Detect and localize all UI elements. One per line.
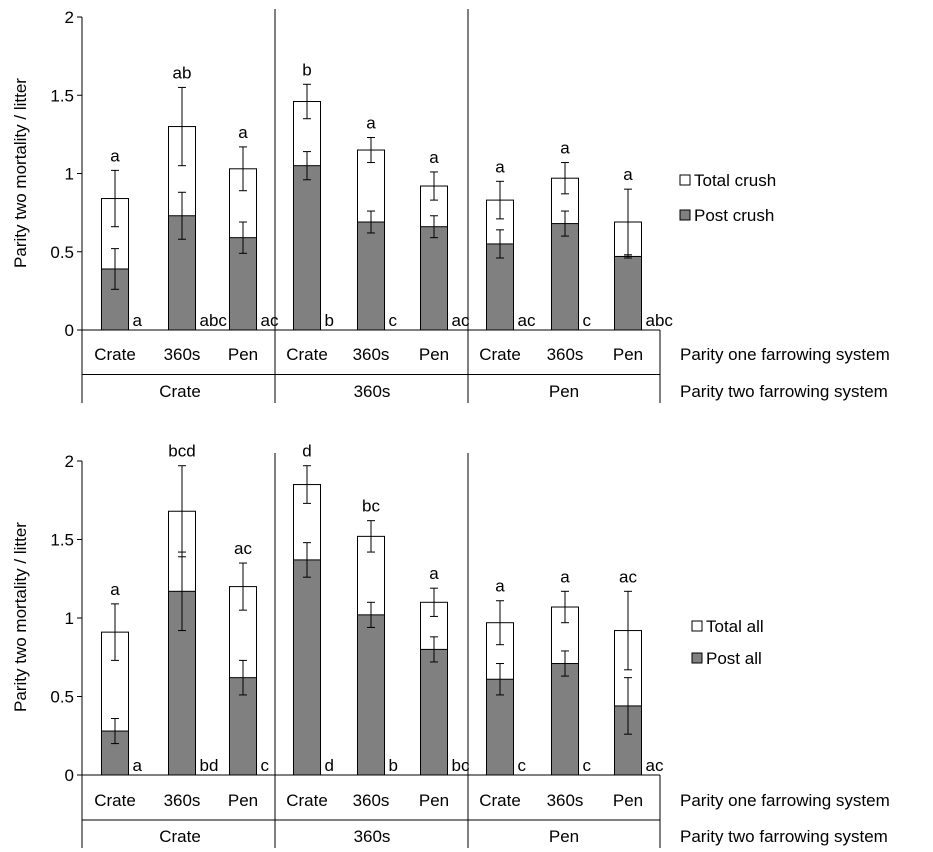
x-group-label: 360s: [354, 827, 391, 846]
significance-letter-total: ac: [234, 539, 252, 558]
x-category-label: 360s: [547, 345, 584, 364]
significance-letter-total: a: [623, 165, 633, 184]
significance-letter-total: a: [560, 139, 570, 158]
significance-letter-post: c: [389, 311, 398, 330]
y-tick-label: 0.5: [50, 688, 74, 707]
significance-letter-total: ac: [619, 567, 637, 586]
bar-post-all: [551, 663, 579, 776]
significance-letter-total: a: [238, 123, 248, 142]
x-category-label: Crate: [94, 345, 136, 364]
category-axis-title: Parity one farrowing system: [680, 791, 890, 810]
significance-letter-post: a: [133, 311, 143, 330]
significance-letter-total: a: [366, 114, 376, 133]
significance-letter-post: a: [133, 756, 143, 775]
significance-letter-total: ab: [173, 63, 192, 82]
x-category-label: 360s: [164, 345, 201, 364]
chart-1: 0 0.5 1 1.5 2 Parity two mortality / litter a a…: [11, 8, 890, 403]
significance-letter-total: bc: [362, 497, 380, 516]
significance-letter-post: c: [518, 756, 527, 775]
significance-letter-post: ac: [261, 311, 279, 330]
legend-label: Post crush: [694, 206, 774, 225]
group-axis-title: Parity two farrowing system: [680, 827, 888, 846]
significance-letter-post: ac: [646, 756, 664, 775]
y-tick-label: 0: [65, 766, 74, 785]
significance-letter-post: abc: [200, 311, 228, 330]
significance-letter-total: a: [429, 148, 439, 167]
x-category-label: Crate: [479, 791, 521, 810]
x-category-label: 360s: [547, 791, 584, 810]
chart-2: 0 0.5 1 1.5 2 Parity two mortality / litter a a…: [11, 442, 890, 848]
bar-post-crush: [486, 243, 514, 331]
y-tick-label: 1.5: [50, 531, 74, 550]
significance-letter-post: ac: [452, 311, 470, 330]
x-group-label: Crate: [159, 827, 201, 846]
significance-letter-total: a: [110, 580, 120, 599]
x-group-label: 360s: [354, 382, 391, 401]
legend-swatch: [679, 209, 691, 221]
y-tick-label: 2: [65, 8, 74, 27]
significance-letter-post: c: [583, 756, 592, 775]
x-group-label: Pen: [549, 382, 579, 401]
category-axis-title: Parity one farrowing system: [680, 345, 890, 364]
x-category-label: 360s: [164, 791, 201, 810]
significance-letter-post: b: [325, 311, 334, 330]
y-tick-label: 1: [65, 609, 74, 628]
x-category-label: Pen: [419, 791, 449, 810]
x-category-label: Pen: [419, 345, 449, 364]
legend-swatch: [691, 652, 703, 664]
x-category-label: Pen: [613, 791, 643, 810]
significance-letter-total: bcd: [168, 442, 195, 461]
significance-letter-total: a: [495, 577, 505, 596]
legend-label: Total all: [706, 617, 764, 636]
significance-letter-post: ac: [518, 311, 536, 330]
legend-swatch: [691, 620, 703, 632]
y-tick-label: 2: [65, 452, 74, 471]
bar-post-crush: [551, 223, 579, 331]
y-axis-title: Parity two mortality / litter: [11, 78, 30, 268]
bar-post-crush: [614, 255, 642, 331]
group-axis-title: Parity two farrowing system: [680, 382, 888, 401]
significance-letter-post: d: [325, 756, 334, 775]
x-category-label: Crate: [286, 791, 328, 810]
significance-letter-total: a: [429, 564, 439, 583]
significance-letter-post: c: [583, 311, 592, 330]
x-category-label: Crate: [286, 345, 328, 364]
significance-letter-post: bd: [200, 756, 219, 775]
x-category-label: Pen: [613, 345, 643, 364]
significance-letter-post: abc: [646, 311, 674, 330]
x-group-label: Pen: [549, 827, 579, 846]
bar-post-all: [293, 559, 321, 776]
legend-label: Post all: [706, 649, 762, 668]
significance-letter-total: a: [110, 146, 120, 165]
x-category-label: Pen: [228, 345, 258, 364]
legend-label: Total crush: [694, 171, 776, 190]
significance-letter-total: a: [560, 567, 570, 586]
significance-letter-post: c: [261, 756, 270, 775]
significance-letter-total: a: [495, 157, 505, 176]
bar-post-crush: [293, 165, 321, 331]
x-category-label: Crate: [94, 791, 136, 810]
x-category-label: 360s: [353, 791, 390, 810]
x-category-label: Pen: [228, 791, 258, 810]
legend-swatch: [679, 174, 691, 186]
bar-post-crush: [357, 221, 385, 331]
x-category-label: Crate: [479, 345, 521, 364]
bar-post-crush: [420, 226, 448, 331]
significance-letter-post: bc: [452, 756, 470, 775]
y-tick-label: 1: [65, 165, 74, 184]
significance-letter-post: b: [389, 756, 398, 775]
significance-letter-total: b: [302, 60, 311, 79]
y-tick-label: 0: [65, 321, 74, 340]
y-axis-title: Parity two mortality / litter: [11, 522, 30, 712]
significance-letter-total: d: [302, 442, 311, 461]
x-category-label: 360s: [353, 345, 390, 364]
y-tick-label: 1.5: [50, 86, 74, 105]
x-group-label: Crate: [159, 382, 201, 401]
bar-post-all: [357, 614, 385, 776]
y-tick-label: 0.5: [50, 243, 74, 262]
bar-post-all: [420, 648, 448, 776]
